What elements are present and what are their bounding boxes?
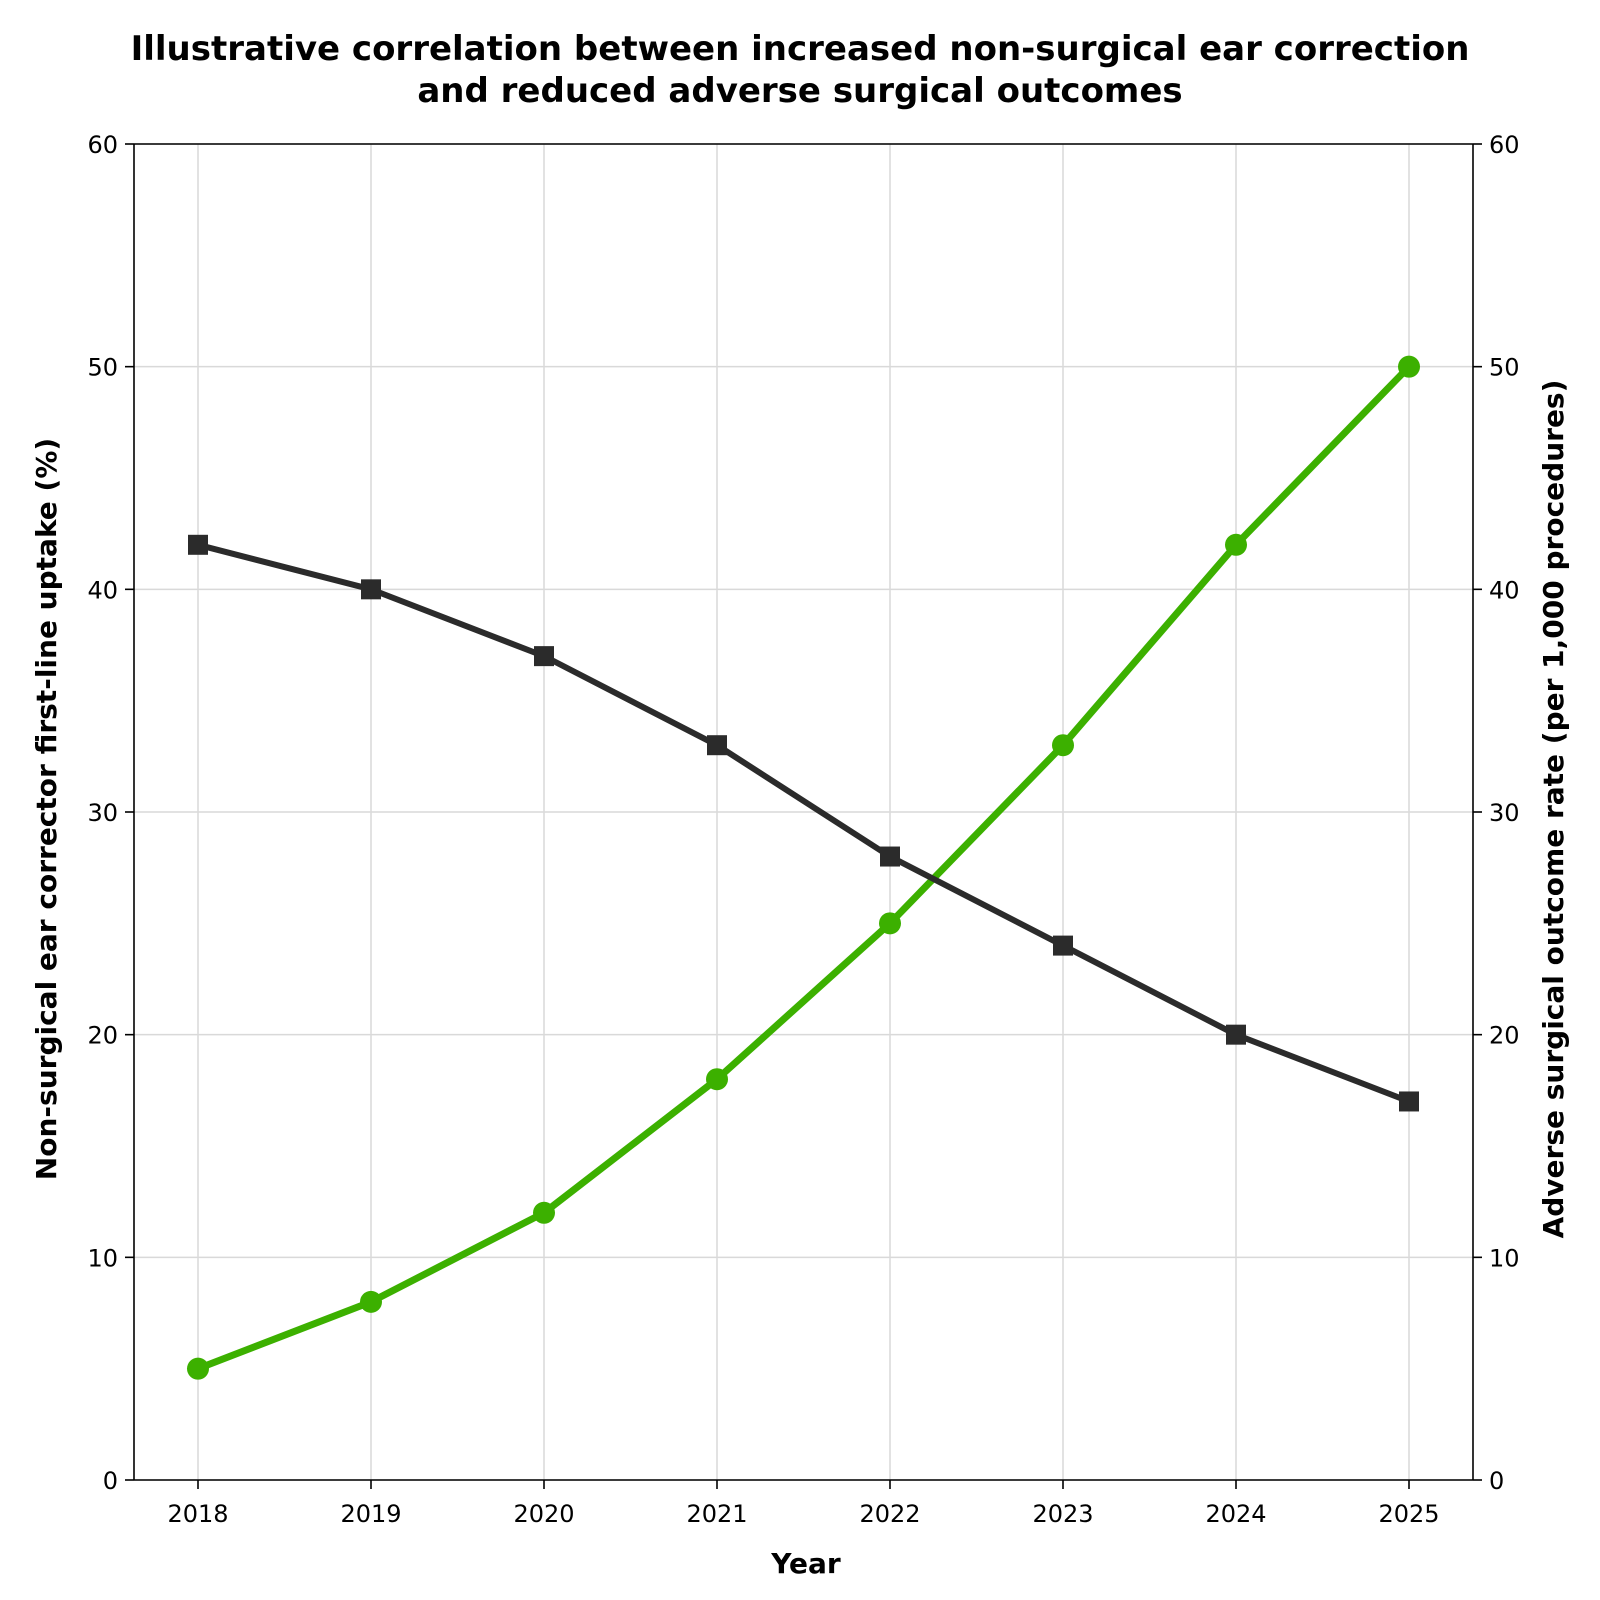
x-tick-label-2019: 2019 — [340, 1500, 401, 1528]
series-1-point-2023 — [1052, 734, 1074, 757]
x-axis-label: Year — [770, 1547, 841, 1580]
series-1-point-2019 — [360, 1290, 382, 1313]
series-2-point-2021 — [707, 735, 727, 756]
y-axis-label-left: Non-surgical ear corrector first-line up… — [30, 438, 63, 1180]
series-line-1 — [194, 363, 1413, 1373]
series-2-point-2024 — [1226, 1024, 1246, 1045]
y-right-tick-label-20: 20 — [1489, 1022, 1520, 1050]
y-right-tick-label-0: 0 — [1489, 1467, 1504, 1495]
series-1-point-2022 — [879, 912, 901, 935]
chart-title-line-1: Illustrative correlation between increas… — [131, 29, 1470, 69]
y-left-tick-label-10: 10 — [87, 1244, 118, 1272]
series-2 — [188, 534, 1419, 1112]
x-tick-label-2021: 2021 — [686, 1500, 747, 1528]
series-line-2 — [195, 541, 1412, 1105]
series-2-point-2022 — [880, 846, 900, 867]
series-layer — [187, 355, 1420, 1380]
x-tick-label-2022: 2022 — [859, 1500, 920, 1528]
series-2-point-2025 — [1399, 1091, 1419, 1112]
grid-layer — [134, 143, 1473, 1481]
y-right-tick-label-30: 30 — [1489, 799, 1520, 827]
series-2-point-2020 — [534, 646, 554, 667]
chart-title-line-2: and reduced adverse surgical outcomes — [417, 71, 1182, 111]
axis-layer: 2018 2019 2020 2021 2022 2023 2024 2025 0 10 20 30 4… — [87, 131, 1519, 1528]
series-1 — [187, 355, 1420, 1380]
y-right-tick-label-60: 60 — [1489, 131, 1520, 159]
y-right-tick-label-10: 10 — [1489, 1244, 1520, 1272]
x-tick-label-2020: 2020 — [513, 1500, 574, 1528]
y-left-tick-label-60: 60 — [87, 131, 118, 159]
y-right-tick-label-40: 40 — [1489, 576, 1520, 604]
x-tick-label-2025: 2025 — [1378, 1500, 1439, 1528]
series-1-point-2021 — [706, 1068, 728, 1091]
y-left-tick-label-20: 20 — [87, 1022, 118, 1050]
y-left-tick-label-0: 0 — [103, 1467, 118, 1495]
x-tick-label-2018: 2018 — [167, 1500, 228, 1528]
series-1-point-2024 — [1225, 533, 1247, 556]
x-tick-label-2023: 2023 — [1032, 1500, 1093, 1528]
y-left-tick-label-50: 50 — [87, 354, 118, 382]
series-2-point-2023 — [1053, 935, 1073, 956]
y-right-tick-label-50: 50 — [1489, 354, 1520, 382]
series-1-point-2025 — [1398, 355, 1420, 378]
y-left-tick-label-40: 40 — [87, 576, 118, 604]
series-2-point-2019 — [361, 579, 381, 600]
series-1-point-2018 — [187, 1357, 209, 1380]
series-1-point-2020 — [533, 1201, 555, 1224]
series-2-point-2018 — [188, 534, 208, 555]
x-tick-label-2024: 2024 — [1205, 1500, 1266, 1528]
y-left-tick-label-30: 30 — [87, 799, 118, 827]
y-axis-label-right: Adverse surgical outcome rate (per 1,000… — [1537, 380, 1570, 1239]
